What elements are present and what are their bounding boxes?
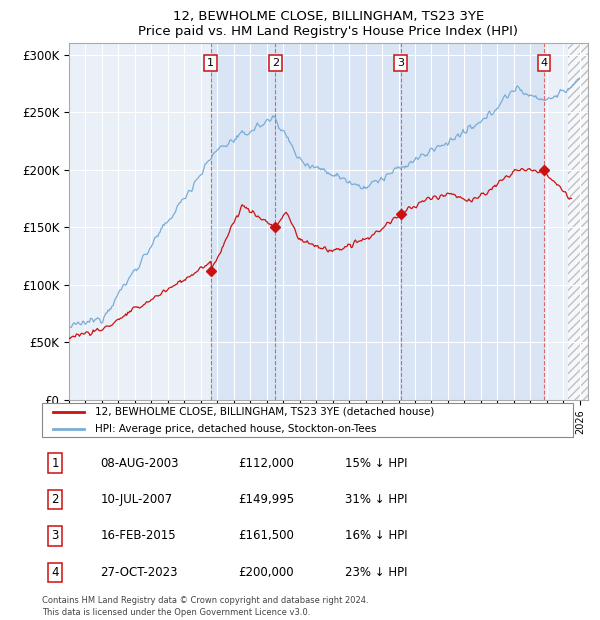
Text: £161,500: £161,500	[238, 529, 295, 542]
Bar	[211, 43, 544, 400]
FancyBboxPatch shape	[42, 403, 573, 437]
Title: 12, BEWHOLME CLOSE, BILLINGHAM, TS23 3YE
Price paid vs. HM Land Registry's House: 12, BEWHOLME CLOSE, BILLINGHAM, TS23 3YE…	[139, 10, 518, 38]
Text: 16% ↓ HPI: 16% ↓ HPI	[344, 529, 407, 542]
Bar	[568, 32, 593, 400]
Text: 3: 3	[397, 58, 404, 68]
Text: £149,995: £149,995	[238, 493, 295, 506]
Text: 4: 4	[540, 58, 547, 68]
Text: £200,000: £200,000	[238, 566, 294, 579]
Text: 16-FEB-2015: 16-FEB-2015	[100, 529, 176, 542]
Text: 2: 2	[52, 493, 59, 506]
Text: 1: 1	[207, 58, 214, 68]
Text: 4: 4	[52, 566, 59, 579]
Text: 1: 1	[52, 456, 59, 469]
Text: 27-OCT-2023: 27-OCT-2023	[100, 566, 178, 579]
Text: 23% ↓ HPI: 23% ↓ HPI	[344, 566, 407, 579]
Text: Contains HM Land Registry data © Crown copyright and database right 2024.
This d: Contains HM Land Registry data © Crown c…	[42, 596, 368, 617]
Text: 3: 3	[52, 529, 59, 542]
Text: 2: 2	[272, 58, 279, 68]
Text: 10-JUL-2007: 10-JUL-2007	[100, 493, 173, 506]
Text: HPI: Average price, detached house, Stockton-on-Tees: HPI: Average price, detached house, Stoc…	[95, 423, 377, 433]
Text: 12, BEWHOLME CLOSE, BILLINGHAM, TS23 3YE (detached house): 12, BEWHOLME CLOSE, BILLINGHAM, TS23 3YE…	[95, 407, 434, 417]
Text: 15% ↓ HPI: 15% ↓ HPI	[344, 456, 407, 469]
Text: 31% ↓ HPI: 31% ↓ HPI	[344, 493, 407, 506]
Text: 08-AUG-2003: 08-AUG-2003	[100, 456, 179, 469]
Text: £112,000: £112,000	[238, 456, 295, 469]
